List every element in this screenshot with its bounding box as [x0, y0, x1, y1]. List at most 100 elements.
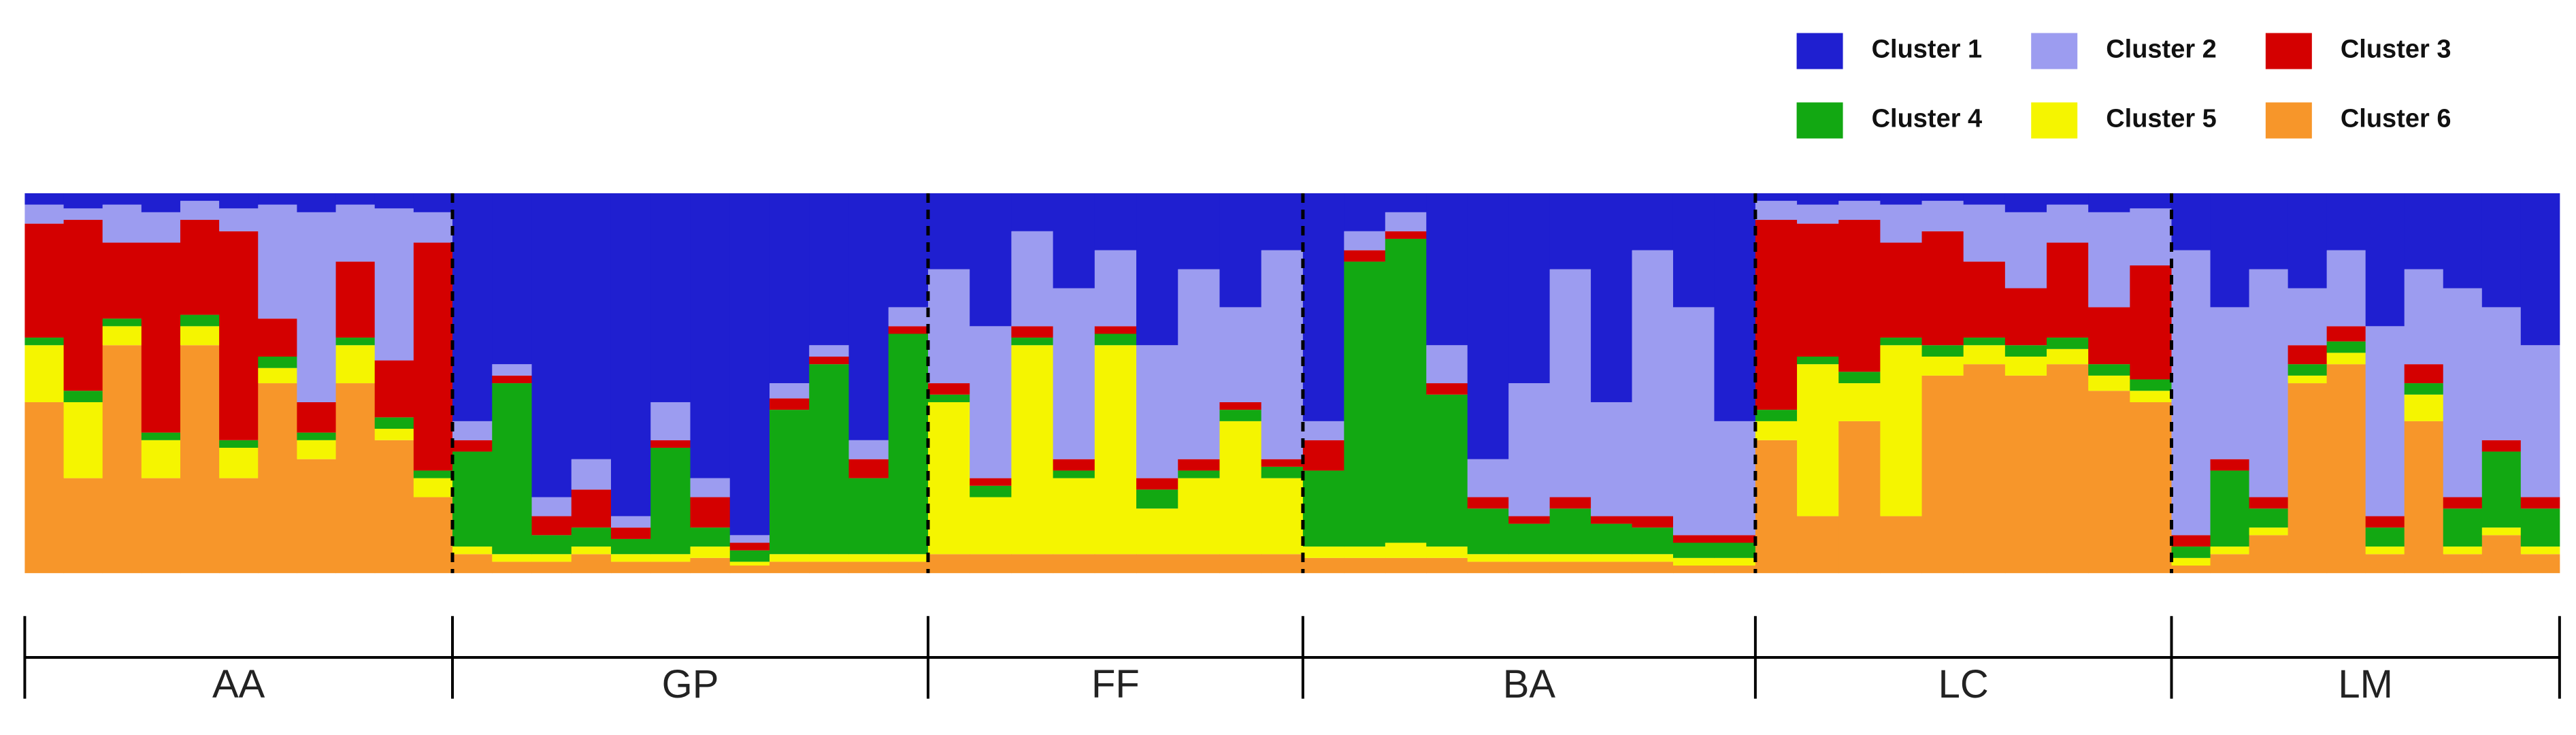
bar-segment [1714, 557, 1756, 566]
bar-segment [180, 326, 220, 346]
bar-segment [2404, 193, 2444, 270]
bar-segment [650, 561, 691, 574]
bar-segment [2326, 193, 2366, 250]
bar-segment [1467, 497, 1509, 509]
bar-segment [180, 345, 220, 574]
bar-segment [2288, 193, 2328, 289]
bar-segment [1178, 193, 1220, 270]
bar-segment [769, 410, 810, 555]
bar-segment [219, 478, 259, 574]
bar-segment [2047, 364, 2089, 574]
bar-segment [1344, 557, 1386, 574]
bar-segment [690, 557, 731, 574]
bar-segment [1136, 508, 1178, 555]
bar-segment [2171, 250, 2211, 536]
bar-segment [492, 193, 532, 365]
bar-segment [729, 561, 770, 566]
bar-segment [492, 364, 532, 376]
bar-segment [1672, 542, 1715, 558]
bar-segment [2520, 546, 2560, 555]
bar-segment [374, 417, 414, 429]
bar-segment [1385, 231, 1427, 239]
bar-segment [1344, 231, 1386, 250]
bar-segment [2288, 288, 2328, 346]
bar-segment [335, 193, 376, 205]
bar-segment [2004, 345, 2047, 357]
bar-segment [2088, 391, 2130, 574]
bar-segment [729, 193, 770, 536]
legend-swatch [2265, 102, 2312, 139]
bar-segment [258, 383, 297, 574]
bar-segment [1094, 333, 1137, 346]
bar-segment [1053, 554, 1095, 574]
bar-segment [2520, 554, 2560, 574]
bar-segment [1136, 554, 1178, 574]
bar-segment [888, 561, 929, 574]
bar-segment [2210, 554, 2250, 574]
bar-segment [571, 459, 612, 490]
legend-label: Cluster 4 [1872, 105, 1983, 133]
bar-segment [1302, 557, 1344, 574]
bar-segment [531, 516, 572, 536]
bar-segment [452, 421, 493, 440]
legend-label: Cluster 3 [2341, 35, 2451, 64]
bar-segment [1549, 508, 1591, 555]
bar-segment [1344, 193, 1386, 231]
bar-segment [1302, 470, 1344, 547]
bar-segment [571, 193, 612, 459]
bar-segment [1549, 561, 1591, 574]
bar-segment [2520, 345, 2560, 497]
bar-segment [970, 485, 1012, 497]
bar-segment [2171, 557, 2211, 566]
bar-segment [2088, 364, 2130, 376]
bar-segment [610, 538, 651, 555]
bar-segment [492, 554, 532, 562]
bar-segment [2326, 341, 2366, 353]
bar-segment [1467, 193, 1509, 459]
bar-segment [2288, 364, 2328, 376]
bar-segment [297, 193, 337, 212]
bar-segment [2249, 535, 2289, 574]
bar-segment [2481, 307, 2522, 440]
bar-segment [374, 193, 414, 209]
bar-segment [927, 193, 970, 270]
bar-segment [2326, 250, 2366, 327]
bar-segment [1755, 440, 1798, 574]
bar-segment [492, 561, 532, 574]
bar-segment [1797, 356, 1839, 365]
bar-segment [769, 383, 810, 399]
bar-segment [1426, 557, 1468, 574]
bar-segment [1261, 250, 1304, 459]
bar-segment [1302, 193, 1344, 421]
bar-segment [180, 201, 220, 220]
bar-segment [2130, 193, 2173, 209]
bar-segment [1094, 326, 1137, 334]
bar-segment [24, 204, 65, 224]
bar-segment [690, 497, 731, 528]
bar-segment [1549, 497, 1591, 509]
bar-segment [24, 345, 65, 402]
bar-segment [769, 554, 810, 562]
bar-segment [970, 326, 1012, 478]
bar-segment [141, 242, 181, 433]
bar-segment [2481, 535, 2522, 574]
bar-segment [297, 440, 337, 459]
bar-segment [1755, 410, 1798, 421]
bar-segment [1426, 193, 1468, 346]
bar-segment [571, 527, 612, 547]
group-label: AA [212, 662, 265, 706]
bar-segment [335, 261, 376, 338]
bar-segment [2481, 193, 2522, 308]
bar-segment [1632, 554, 1674, 562]
bar-segment [452, 546, 493, 555]
bar-segment [1797, 223, 1839, 357]
bar-segment [2047, 193, 2089, 205]
bar-segment [1467, 508, 1509, 555]
bar-segment [335, 383, 376, 574]
bar-segment [1714, 193, 1756, 421]
legend-swatch [2031, 102, 2078, 139]
bar-segment [219, 208, 259, 231]
bar-segment [1591, 516, 1633, 524]
bar-segment [1838, 193, 1881, 201]
